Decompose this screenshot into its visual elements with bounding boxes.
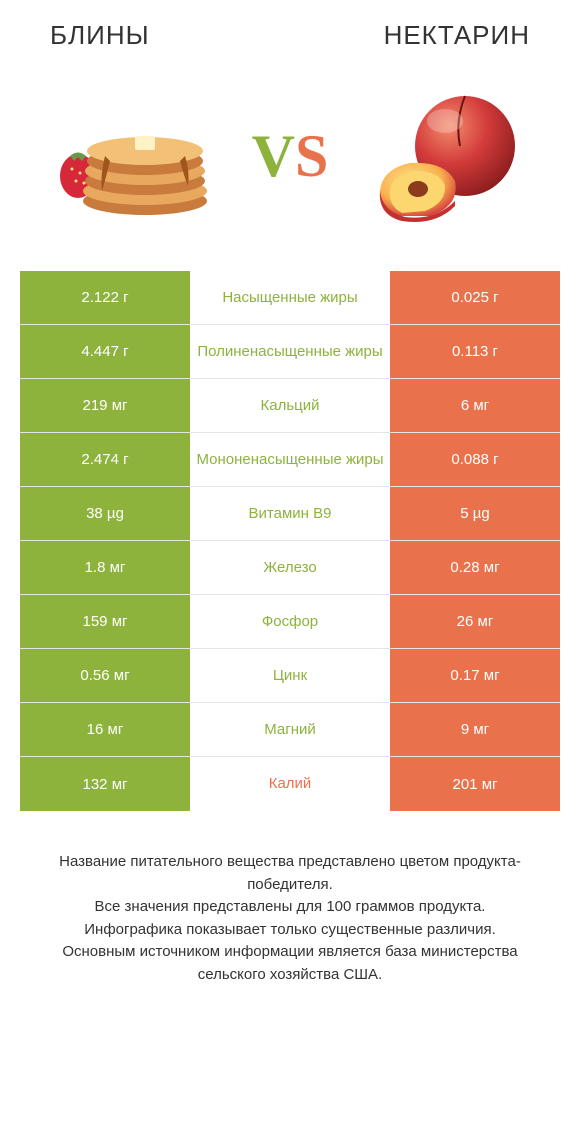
table-row: 219 мгКальций6 мг	[20, 379, 560, 433]
right-value: 0.17 мг	[390, 649, 560, 702]
left-value: 2.122 г	[20, 271, 190, 324]
disclaimer-text: Название питательного вещества представл…	[20, 851, 560, 986]
left-value: 1.8 мг	[20, 541, 190, 594]
right-value: 9 мг	[390, 703, 560, 756]
left-value: 2.474 г	[20, 433, 190, 486]
nutrient-label: Фосфор	[190, 595, 390, 648]
table-row: 16 мгМагний9 мг	[20, 703, 560, 757]
right-value: 6 мг	[390, 379, 560, 432]
nutrient-label: Цинк	[190, 649, 390, 702]
right-value: 0.28 мг	[390, 541, 560, 594]
left-food-title: БЛИНЫ	[50, 20, 150, 51]
right-value: 26 мг	[390, 595, 560, 648]
table-row: 2.122 гНасыщенные жиры0.025 г	[20, 271, 560, 325]
table-row: 1.8 мгЖелезо0.28 мг	[20, 541, 560, 595]
table-row: 0.56 мгЦинк0.17 мг	[20, 649, 560, 703]
table-row: 4.447 гПолиненасыщенные жиры0.113 г	[20, 325, 560, 379]
pancakes-image	[50, 81, 220, 231]
nutrient-label: Витамин B9	[190, 487, 390, 540]
table-row: 159 мгФосфор26 мг	[20, 595, 560, 649]
right-value: 0.113 г	[390, 325, 560, 378]
right-value: 5 µg	[390, 487, 560, 540]
left-value: 16 мг	[20, 703, 190, 756]
right-value: 201 мг	[390, 757, 560, 811]
nutrient-label: Кальций	[190, 379, 390, 432]
nutrient-label: Мононенасыщенные жиры	[190, 433, 390, 486]
vs-label: VS	[252, 122, 329, 191]
images-row: VS	[20, 71, 560, 261]
nutrient-label: Магний	[190, 703, 390, 756]
header: БЛИНЫ НЕКТАРИН	[20, 20, 560, 51]
left-value: 219 мг	[20, 379, 190, 432]
left-value: 38 µg	[20, 487, 190, 540]
nectarine-image	[360, 81, 530, 231]
nutrient-label: Насыщенные жиры	[190, 271, 390, 324]
left-value: 4.447 г	[20, 325, 190, 378]
table-row: 38 µgВитамин B95 µg	[20, 487, 560, 541]
table-row: 132 мгКалий201 мг	[20, 757, 560, 811]
right-value: 0.088 г	[390, 433, 560, 486]
right-food-title: НЕКТАРИН	[384, 20, 530, 51]
left-value: 0.56 мг	[20, 649, 190, 702]
left-value: 132 мг	[20, 757, 190, 811]
nutrient-label: Калий	[190, 757, 390, 811]
right-value: 0.025 г	[390, 271, 560, 324]
nutrient-label: Железо	[190, 541, 390, 594]
nutrient-label: Полиненасыщенные жиры	[190, 325, 390, 378]
left-value: 159 мг	[20, 595, 190, 648]
nutrition-table: 2.122 гНасыщенные жиры0.025 г4.447 гПоли…	[20, 271, 560, 811]
table-row: 2.474 гМононенасыщенные жиры0.088 г	[20, 433, 560, 487]
